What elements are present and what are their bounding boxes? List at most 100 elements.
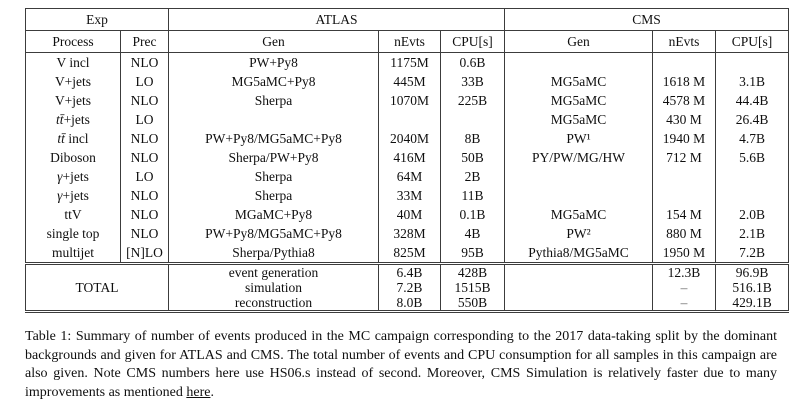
cell-cms-cpu bbox=[714, 52, 790, 72]
total-atlas-nevts: 8.0B bbox=[378, 295, 441, 312]
cell-cms-nevts: 712 M bbox=[652, 148, 716, 167]
cell-atlas-cpu: 0.6B bbox=[440, 52, 505, 72]
cell-atlas-gen: Sherpa bbox=[168, 167, 379, 186]
total-row: simulation 7.2B 1515B – 516.1B bbox=[26, 280, 790, 295]
total-cms-gen bbox=[504, 295, 653, 312]
cell-atlas-nevts: 328M bbox=[378, 224, 441, 243]
cell-cms-cpu bbox=[714, 186, 790, 205]
cell-cms-nevts bbox=[652, 186, 716, 205]
cell-process: tt̄ incl bbox=[25, 129, 121, 148]
table-row: V incl NLO PW+Py8 1175M 0.6B bbox=[25, 52, 790, 72]
table-row: single top NLO PW+Py8/MG5aMC+Py8 328M 4B… bbox=[25, 224, 790, 243]
total-atlas-cpu: 1515B bbox=[440, 280, 505, 295]
table-row: V+jets NLO Sherpa 1070M 225B MG5aMC 4578… bbox=[25, 91, 790, 110]
cell-process: Diboson bbox=[25, 148, 121, 167]
cell-prec: NLO bbox=[120, 129, 169, 148]
table-row: γ+jets NLO Sherpa 33M 11B bbox=[25, 186, 790, 205]
col-header-cms-cpu: CPU[s] bbox=[714, 30, 790, 53]
here-link[interactable]: here bbox=[186, 384, 211, 400]
caption-period: . bbox=[210, 384, 214, 400]
cell-atlas-gen: Sherpa/Pythia8 bbox=[168, 243, 379, 264]
cell-atlas-cpu: 11B bbox=[440, 186, 505, 205]
cell-cms-nevts: 1950 M bbox=[652, 243, 716, 264]
cell-process: V+jets bbox=[25, 91, 121, 110]
table-row: Diboson NLO Sherpa/PW+Py8 416M 50B PY/PW… bbox=[25, 148, 790, 167]
cell-cms-cpu: 26.4B bbox=[714, 110, 790, 129]
total-row: TOTAL event generation 6.4B 428B 12.3B 9… bbox=[25, 262, 790, 312]
cell-prec: NLO bbox=[120, 52, 169, 72]
col-header-atlas-cpu: CPU[s] bbox=[440, 30, 505, 53]
cell-atlas-gen: MG5aMC+Py8 bbox=[168, 72, 379, 91]
cell-atlas-nevts: 825M bbox=[378, 243, 441, 264]
total-cms-cpu: 96.9B bbox=[714, 262, 790, 280]
cell-cms-nevts: 154 M bbox=[652, 205, 716, 224]
cell-cms-gen: MG5aMC bbox=[504, 205, 653, 224]
cell-atlas-cpu: 8B bbox=[440, 129, 505, 148]
cell-cms-cpu: 5.6B bbox=[714, 148, 790, 167]
total-row: reconstruction 8.0B 550B – 429.1B bbox=[26, 295, 790, 312]
cell-cms-gen: PW² bbox=[504, 224, 653, 243]
total-stage: reconstruction bbox=[168, 295, 379, 312]
table-row: multijet [N]LO Sherpa/Pythia8 825M 95B P… bbox=[25, 243, 790, 264]
cell-atlas-nevts: 2040M bbox=[378, 129, 441, 148]
cell-atlas-gen bbox=[168, 110, 379, 129]
col-header-process: Process bbox=[25, 30, 121, 53]
cell-atlas-cpu: 4B bbox=[440, 224, 505, 243]
cell-prec: NLO bbox=[120, 186, 169, 205]
process-text: V incl bbox=[56, 54, 90, 70]
cell-prec: LO bbox=[120, 110, 169, 129]
total-cms-cpu: 429.1B bbox=[714, 295, 790, 312]
cell-cms-gen: MG5aMC bbox=[504, 91, 653, 110]
cell-atlas-nevts: 40M bbox=[378, 205, 441, 224]
caption-text: Table 1: Summary of number of events pro… bbox=[25, 329, 777, 400]
process-text: V+jets bbox=[54, 73, 92, 89]
cell-cms-nevts: 1618 M bbox=[652, 72, 716, 91]
cell-atlas-nevts: 33M bbox=[378, 186, 441, 205]
header-group-row: Exp ATLAS CMS bbox=[25, 8, 790, 31]
cell-atlas-cpu: 33B bbox=[440, 72, 505, 91]
total-atlas-cpu: 428B bbox=[440, 262, 505, 280]
cell-process: γ+jets bbox=[25, 186, 121, 205]
cell-cms-gen bbox=[504, 186, 653, 205]
cell-cms-nevts bbox=[652, 167, 716, 186]
table-row: ttV NLO MGaMC+Py8 40M 0.1B MG5aMC 154 M … bbox=[25, 205, 790, 224]
total-atlas-nevts: 7.2B bbox=[378, 280, 441, 295]
cell-cms-gen: MG5aMC bbox=[504, 72, 653, 91]
cell-process: V+jets bbox=[25, 72, 121, 91]
process-text: incl bbox=[64, 130, 89, 146]
cell-atlas-cpu: 95B bbox=[440, 243, 505, 264]
cell-process: single top bbox=[25, 224, 121, 243]
total-cms-nevts: – bbox=[652, 280, 716, 295]
cell-atlas-nevts: 64M bbox=[378, 167, 441, 186]
total-cms-cpu: 516.1B bbox=[714, 280, 790, 295]
col-header-prec: Prec bbox=[120, 30, 169, 53]
cell-prec: NLO bbox=[120, 205, 169, 224]
table-row: tt̄ incl NLO PW+Py8/MG5aMC+Py8 2040M 8B … bbox=[25, 129, 790, 148]
total-stage: simulation bbox=[168, 280, 379, 295]
cell-process: tt̄+jets bbox=[25, 110, 121, 129]
cell-cms-nevts: 430 M bbox=[652, 110, 716, 129]
cell-process: V incl bbox=[25, 52, 121, 72]
process-text: Diboson bbox=[50, 149, 96, 165]
cell-cms-gen: PY/PW/MG/HW bbox=[504, 148, 653, 167]
cell-process: ttV bbox=[25, 205, 121, 224]
header-group-cms: CMS bbox=[503, 8, 790, 31]
process-text: ttV bbox=[64, 206, 82, 222]
cell-cms-cpu: 2.1B bbox=[714, 224, 790, 243]
cell-cms-cpu: 4.7B bbox=[714, 129, 790, 148]
total-atlas-nevts: 6.4B bbox=[378, 262, 441, 280]
cell-cms-cpu bbox=[714, 167, 790, 186]
process-text: V+jets bbox=[54, 92, 92, 108]
cell-cms-cpu: 7.2B bbox=[714, 243, 790, 264]
col-header-atlas-gen: Gen bbox=[168, 30, 379, 53]
cell-atlas-gen: PW+Py8 bbox=[168, 52, 379, 72]
cell-process: γ+jets bbox=[25, 167, 121, 186]
total-atlas-cpu: 550B bbox=[440, 295, 505, 312]
cell-atlas-cpu: 2B bbox=[440, 167, 505, 186]
header-group-exp: Exp bbox=[25, 8, 169, 31]
total-cms-gen bbox=[504, 280, 653, 295]
cell-atlas-gen: Sherpa bbox=[168, 186, 379, 205]
cell-atlas-nevts bbox=[378, 110, 441, 129]
cell-prec: LO bbox=[120, 72, 169, 91]
mc-campaign-table: Exp ATLAS CMS Process Prec Gen nEvts CPU… bbox=[25, 8, 790, 313]
